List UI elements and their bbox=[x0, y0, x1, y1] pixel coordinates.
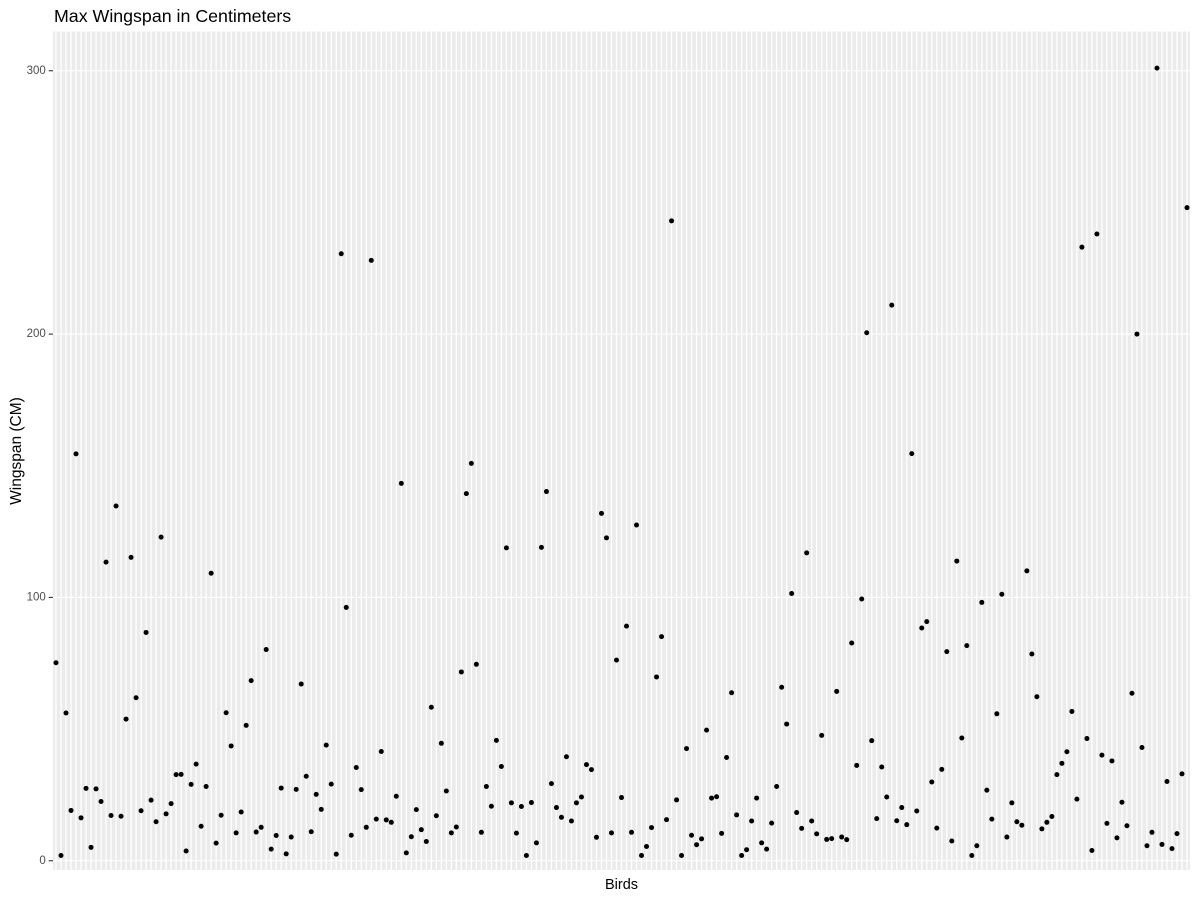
svg-text:300: 300 bbox=[27, 65, 46, 77]
svg-text:0: 0 bbox=[39, 855, 45, 867]
svg-text:200: 200 bbox=[27, 328, 46, 340]
svg-text:100: 100 bbox=[27, 591, 46, 603]
